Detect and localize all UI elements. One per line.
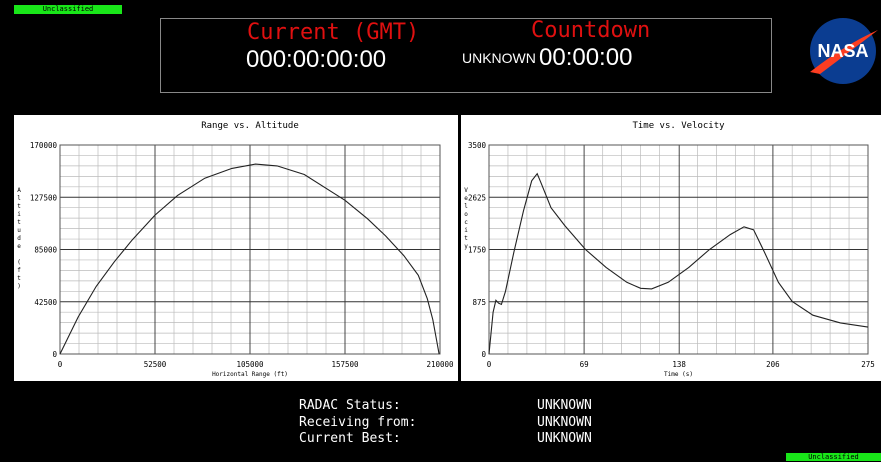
x-tick-label: 275: [861, 360, 875, 369]
classification-banner: Unclassified: [14, 5, 122, 14]
chart-title: Time vs. Velocity: [632, 121, 725, 131]
chart-title: Range vs. Altitude: [201, 121, 299, 131]
x-tick-label: 0: [58, 360, 63, 369]
y-tick-label: 170000: [30, 141, 58, 150]
x-tick-label: 210000: [426, 360, 454, 369]
clock-panel: [160, 18, 772, 93]
countdown-value: 00:00:00: [539, 44, 633, 71]
status-label: RADAC Status:: [299, 398, 401, 413]
x-tick-label: 105000: [236, 360, 264, 369]
x-axis-label: Time (s): [664, 371, 693, 378]
y-tick-label: 127500: [30, 193, 58, 202]
x-tick-label: 206: [766, 360, 780, 369]
x-tick-label: 69: [580, 360, 589, 369]
time-velocity-chart: Time vs. Velocity 0 69 138 206 275 0 875 1750 262…: [461, 115, 881, 381]
y-tick-label: 85000: [34, 246, 57, 255]
logo-text: NASA: [817, 41, 868, 61]
range-altitude-chart: Range vs. Altitude 0 52500 105000 157500 2100…: [14, 115, 458, 381]
data-line: [59, 163, 440, 355]
x-tick-label: 157500: [331, 360, 359, 369]
y-tick-label: 42500: [34, 298, 57, 307]
data-line: [488, 172, 869, 355]
nasa-logo: NASA: [810, 18, 878, 84]
y-tick-label: 0: [481, 350, 486, 359]
current-value: 000:00:00:00: [246, 46, 387, 73]
status-label: Receiving from:: [299, 415, 417, 430]
x-tick-label: 52500: [144, 360, 167, 369]
logo-swoosh: [810, 30, 878, 74]
current-label: Current (GMT): [247, 20, 420, 45]
y-tick-label: 0: [52, 350, 57, 359]
y-tick-label: 1750: [468, 246, 487, 255]
y-axis-label: Velocity: [463, 187, 470, 251]
y-tick-label: 3500: [468, 141, 487, 150]
x-tick-label: 0: [487, 360, 492, 369]
status-value: UNKNOWN: [537, 431, 592, 446]
status-label: Current Best:: [299, 431, 401, 446]
classification-banner: Unclassified: [786, 453, 881, 461]
x-tick-label: 138: [672, 360, 686, 369]
y-tick-label: 2625: [468, 193, 486, 202]
countdown-label: Countdown: [531, 18, 651, 43]
plot-frame: [59, 144, 441, 355]
y-tick-label: 875: [472, 298, 486, 307]
status-value: UNKNOWN: [537, 415, 592, 430]
plot-frame: [488, 144, 869, 355]
x-axis-label: Horizontal Range (ft): [212, 371, 288, 378]
status-value: UNKNOWN: [537, 398, 592, 413]
countdown-status: UNKNOWN: [462, 50, 536, 66]
y-axis-label: Altitude (ft): [16, 187, 23, 291]
